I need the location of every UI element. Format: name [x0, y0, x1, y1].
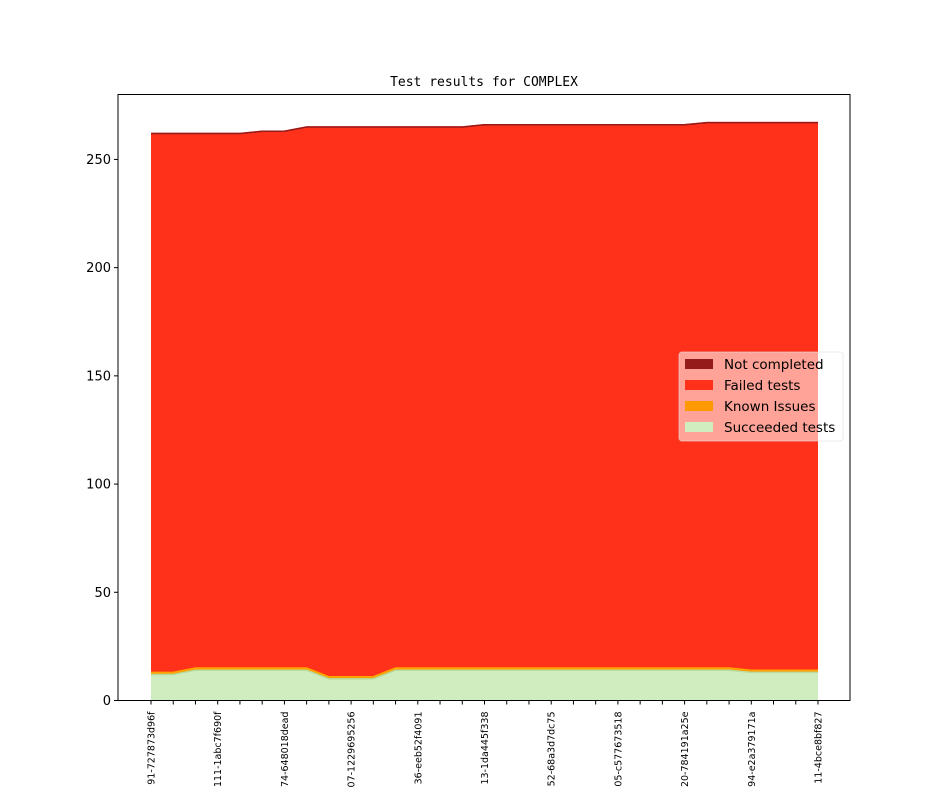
y-tick-label: 250 [86, 153, 111, 168]
legend-box [678, 351, 844, 442]
x-tick-label: 07-1229695256 [347, 712, 358, 787]
y-tick-label: 200 [86, 261, 111, 276]
edge-not-completed [151, 121, 818, 135]
x-tick-label: 94-e2a379171a [747, 712, 758, 787]
y-axis: 0 50 100 150 200 250 [86, 153, 118, 709]
x-tick-label: 13-1da445f338 [480, 712, 491, 785]
y-tick-label: 100 [86, 478, 111, 493]
x-tick-label: 74-648018dead [280, 712, 291, 787]
y-tick-label: 50 [94, 586, 111, 601]
area-failed-tests [151, 122, 818, 677]
legend-swatch [685, 380, 713, 390]
legend-label: Succeeded tests [724, 420, 835, 436]
legend-label: Known Issues [724, 399, 816, 415]
edge-known-issues [151, 667, 818, 678]
x-tick-label: 36-eeb52f4091 [413, 712, 424, 785]
area-edges [151, 121, 818, 680]
legend-swatch [685, 422, 713, 432]
area-known-issues [151, 668, 818, 679]
x-tick-label: 52-68a3d7dc75 [547, 712, 558, 787]
edge-succeeded-tests [151, 669, 818, 680]
y-tick-label: 150 [86, 369, 111, 384]
legend-swatch [685, 401, 713, 411]
area-succeeded-tests [151, 670, 818, 701]
legend: Not completed Failed tests Known Issues Suc… [678, 351, 844, 442]
x-tick-label: 05-c577673518 [613, 712, 624, 787]
x-tick-label: 91-727873d96f [147, 711, 158, 785]
legend-label: Failed tests [724, 378, 800, 394]
legend-label: Not completed [724, 357, 824, 373]
area-layers [151, 122, 818, 701]
x-tick-label: 11-4bce8bf827 [814, 712, 825, 784]
x-tick-label: 111-1abc7f690f [213, 711, 224, 787]
chart-title: Test results for COMPLEX [390, 75, 578, 90]
y-tick-label: 0 [103, 694, 111, 709]
x-tick-label: 20-784191a25e [680, 711, 691, 787]
x-axis: 91-727873d96f 111-1abc7f690f 74-648018dead… [147, 700, 825, 787]
legend-swatch [685, 359, 713, 369]
